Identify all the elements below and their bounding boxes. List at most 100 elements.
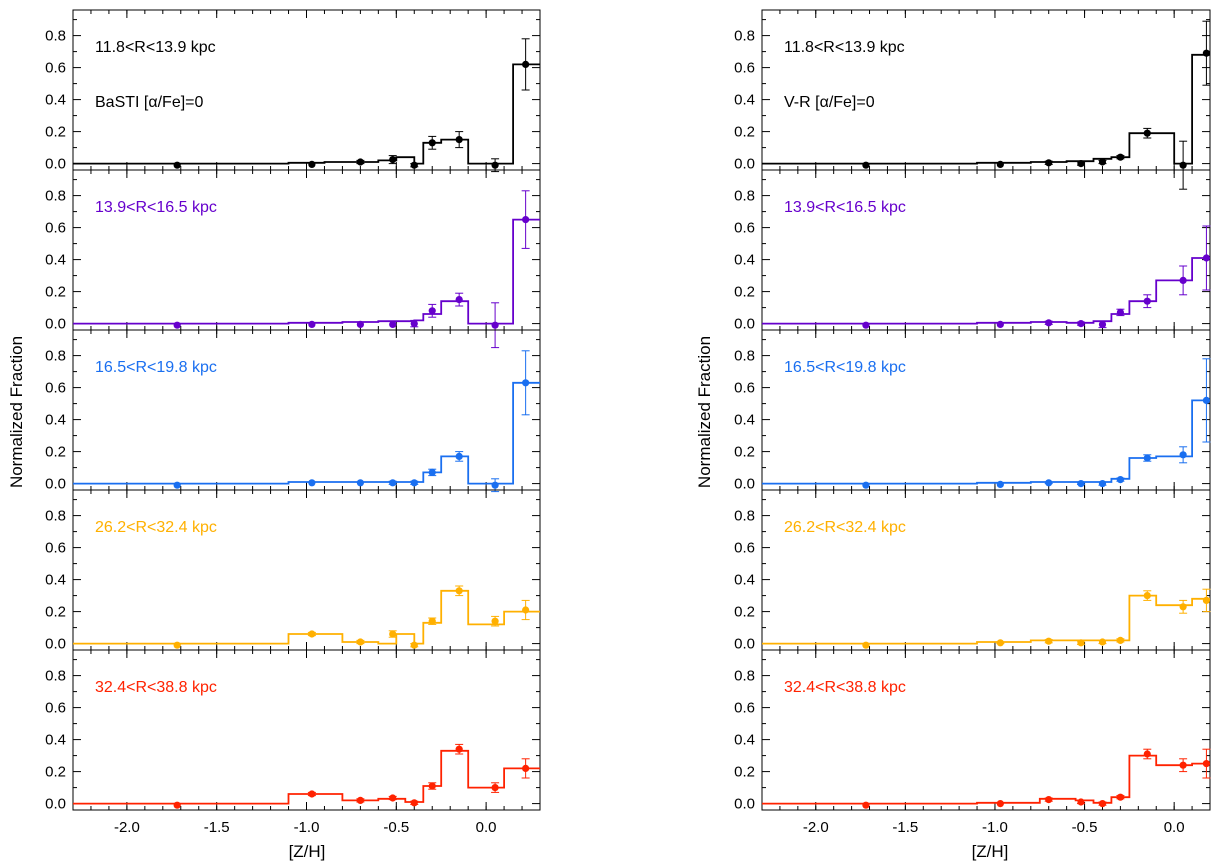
- data-point: [862, 801, 870, 809]
- x-tick-label: -1.0: [982, 819, 1008, 836]
- data-point: [356, 638, 364, 646]
- data-point: [1116, 476, 1124, 484]
- data-point: [356, 158, 364, 166]
- panel-frame: [761, 169, 1211, 331]
- y-tick-label: 0.6: [734, 700, 755, 717]
- data-point: [1045, 159, 1053, 167]
- y-tick-label: 0.2: [734, 764, 755, 781]
- y-tick-label: 0.2: [45, 444, 66, 461]
- panel-radius-label: 16.5<R<19.8 kpc: [95, 359, 217, 376]
- data-point: [1077, 798, 1085, 806]
- data-point: [1202, 254, 1211, 262]
- data-point: [455, 452, 463, 460]
- y-tick-label: 0.2: [45, 604, 66, 621]
- data-point: [1045, 637, 1053, 645]
- x-tick-label: -2.0: [803, 819, 829, 836]
- panel: 0.0 0.2 0.4 0.6 0.8 32.4<R<38.8 kpc: [45, 649, 541, 813]
- data-point: [1045, 319, 1053, 327]
- data-point: [308, 320, 316, 328]
- data-point: [308, 160, 316, 168]
- data-point: [1116, 636, 1124, 645]
- data-point: [996, 800, 1004, 808]
- y-tick-label: 0.0: [734, 796, 755, 813]
- panel: 0.0 0.2 0.4 0.6 0.8 26.2<R<32.4 kpc: [45, 489, 541, 653]
- y-tick-label: 0.6: [45, 60, 66, 77]
- data-point: [522, 216, 530, 224]
- histogram-step-line: [762, 257, 1210, 325]
- data-point: [173, 161, 181, 169]
- x-tick-label: -0.5: [383, 819, 409, 836]
- data-point: [1202, 396, 1211, 404]
- y-tick-label: 0.8: [734, 668, 755, 685]
- histogram-step-line: [73, 218, 540, 325]
- panel-radius-label: 13.9<R<16.5 kpc: [784, 199, 906, 216]
- data-point: [1098, 158, 1107, 166]
- panel-radius-label: 32.4<R<38.8 kpc: [784, 679, 906, 696]
- y-tick-label: 0.4: [45, 412, 66, 429]
- panel: 0.0 0.2 0.4 0.6 0.8 13.9<R<16.5 kpc: [45, 169, 541, 349]
- x-tick-label: -1.5: [204, 819, 230, 836]
- data-point: [862, 321, 870, 329]
- data-point: [428, 139, 436, 147]
- data-point: [356, 320, 364, 328]
- y-tick-label: 0.8: [734, 28, 755, 45]
- y-tick-label: 0.8: [734, 508, 755, 525]
- y-tick-label: 0.0: [45, 636, 66, 653]
- y-tick-label: 0.8: [45, 668, 66, 685]
- data-point: [1116, 793, 1124, 801]
- y-tick-label: 0.8: [734, 348, 755, 365]
- data-point: [389, 156, 397, 164]
- data-point: [491, 481, 499, 489]
- x-tick-label: 0.0: [476, 819, 497, 836]
- panel-frame: [72, 329, 541, 491]
- panel-frame: [72, 489, 541, 651]
- panel: 0.0 0.2 0.4 0.6 0.8 16.5<R<19.8 kpc: [45, 329, 541, 493]
- data-point: [996, 480, 1004, 488]
- data-point: [428, 617, 436, 625]
- y-tick-label: 0.4: [734, 732, 755, 749]
- data-point: [428, 468, 436, 476]
- panel-radius-label: 32.4<R<38.8 kpc: [95, 679, 217, 696]
- data-point: [389, 320, 397, 328]
- data-point: [1077, 639, 1085, 647]
- data-point: [1143, 454, 1151, 462]
- y-tick-label: 0.6: [734, 380, 755, 397]
- histogram-step-line: [762, 594, 1210, 645]
- data-point: [1179, 603, 1187, 611]
- data-point: [862, 641, 870, 649]
- y-axis-label-left: Normalized Fraction: [7, 336, 26, 488]
- y-tick-label: 0.0: [734, 636, 755, 653]
- panel: 0.0 0.2 0.4 0.6 0.8 32.4<R<38.8 kpc: [734, 649, 1211, 813]
- x-axis-label-right: [Z/H]: [972, 842, 1009, 861]
- data-point: [455, 745, 463, 753]
- histogram-step-line: [762, 53, 1210, 165]
- data-point: [522, 764, 530, 773]
- data-point: [996, 320, 1004, 328]
- histogram-step-line: [73, 749, 540, 805]
- panel: 0.0 0.2 0.4 0.6 0.8 11.8<R<13.9 kpc BaSTI [α/F…: [45, 9, 541, 173]
- panel-frame: [761, 9, 1211, 171]
- y-tick-label: 0.4: [45, 572, 66, 589]
- data-point: [1077, 320, 1085, 328]
- y-tick-label: 0.4: [734, 412, 755, 429]
- panel-frame: [761, 489, 1211, 651]
- data-point: [491, 784, 499, 792]
- histogram-step-line: [762, 754, 1210, 805]
- panel-frame: [761, 649, 1211, 811]
- data-point: [410, 799, 418, 807]
- data-point: [173, 321, 181, 329]
- model-label: V-R [α/Fe]=0: [784, 94, 875, 111]
- data-point: [1143, 750, 1151, 758]
- data-point: [862, 481, 870, 489]
- y-tick-label: 0.6: [45, 700, 66, 717]
- data-point: [862, 161, 870, 169]
- data-point: [1202, 596, 1211, 605]
- y-tick-label: 0.8: [45, 28, 66, 45]
- panel-radius-label: 11.8<R<13.9 kpc: [784, 39, 905, 56]
- y-tick-label: 0.6: [734, 540, 755, 557]
- data-point: [1077, 160, 1085, 168]
- data-point: [1202, 760, 1211, 768]
- data-point: [410, 641, 418, 649]
- y-tick-label: 0.8: [45, 508, 66, 525]
- y-tick-label: 0.4: [45, 732, 66, 749]
